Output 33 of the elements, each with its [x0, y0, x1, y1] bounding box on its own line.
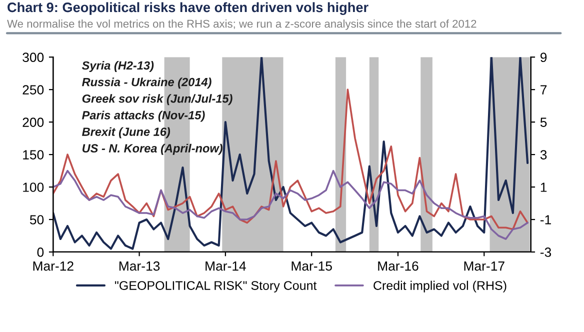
line-series — [53, 88, 528, 230]
y-tick-label: 100 — [23, 182, 44, 192]
annotation: Syria (H2-13) — [82, 61, 154, 72]
chart-title: Chart 9: Geopolitical risks have often driven vols higher — [8, 2, 368, 15]
line-series — [53, 57, 529, 250]
y2-tick-label: 3 — [540, 150, 547, 160]
y2-tick-label: 5 — [540, 118, 547, 127]
y-tick-label: 300 — [22, 52, 44, 62]
y2-tick-label: 1 — [540, 182, 547, 192]
x-tick-label: Mar-13 — [119, 261, 160, 271]
legend-label: Credit implied vol (RHS) — [374, 280, 506, 292]
annotation: Brexit (June 16) — [82, 127, 170, 138]
x-tick-label: Mar-14 — [206, 262, 246, 271]
y-tick-label: 0 — [37, 248, 44, 257]
y-tick-label: 200 — [22, 118, 44, 127]
y-tick-label: 250 — [22, 85, 44, 94]
y-tick-label: 150 — [23, 150, 44, 160]
annotation: Paris attacks (Nov-15) — [82, 110, 205, 122]
x-tick-label: Mar-12 — [33, 261, 74, 271]
chart-subtitle: We normalise the vol metrics on the RHS axis; we run a z-score analysis since the start of 2012 — [7, 20, 476, 30]
annotation: Greek sov risk (Jun/Jul-15) — [82, 94, 232, 106]
y-tick-label: 50 — [30, 215, 44, 224]
x-tick-label: Mar-17 — [464, 262, 504, 271]
annotation: Russia - Ukraine (2014) — [82, 78, 212, 89]
legend-label: "GEOPOLITICAL RISK" Story Count — [115, 281, 317, 292]
y2-tick-label: -3 — [540, 248, 552, 257]
y2-tick-label: 9 — [540, 52, 547, 62]
x-tick-label: Mar-15 — [292, 262, 332, 271]
annotation: US - N. Korea (April-now) — [82, 144, 222, 155]
x-tick-label: Mar-16 — [378, 261, 418, 271]
y2-tick-label: 7 — [540, 85, 547, 94]
line-series — [53, 170, 528, 240]
y2-tick-label: -1 — [540, 215, 551, 224]
